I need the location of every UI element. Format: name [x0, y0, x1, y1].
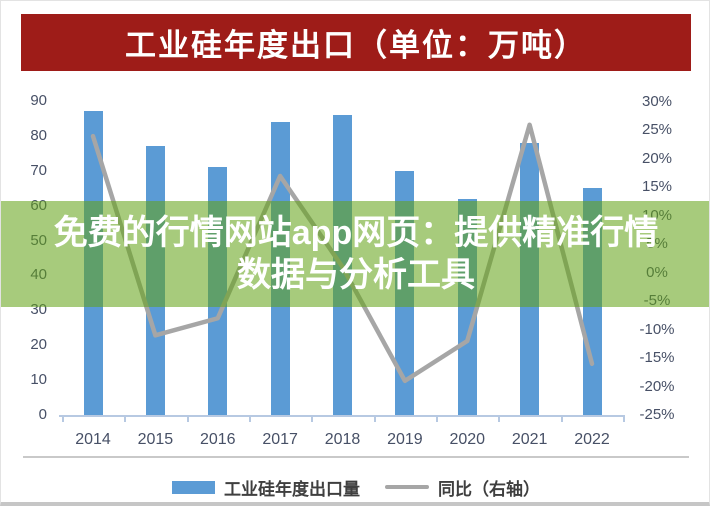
right-axis-tick--15: -15%	[639, 349, 675, 367]
chart-title-banner: 工业硅年度出口（单位：万吨）	[21, 14, 691, 71]
watermark-line1: 免费的行情网站app网页：提供精准行情	[53, 214, 659, 252]
right-axis-tick--20: -20%	[639, 377, 675, 395]
x-axis-label-2016: 2016	[199, 431, 236, 448]
x-axis-tickmark	[61, 415, 64, 422]
left-axis-tick-90: 90	[30, 92, 47, 109]
x-axis-tickmark	[623, 415, 626, 422]
x-axis-label-2014: 2014	[75, 431, 111, 448]
x-axis-label-2021: 2021	[511, 431, 548, 448]
x-axis-tickmark	[373, 415, 376, 422]
right-axis-tick--25: -25%	[639, 406, 675, 423]
left-axis-tick-0: 0	[38, 406, 47, 423]
x-axis-label-2020: 2020	[449, 431, 486, 448]
right-axis-tick-25: 25%	[641, 121, 673, 139]
legend-line-swatch	[385, 485, 429, 489]
left-axis-tick-80: 80	[30, 126, 47, 144]
watermark-line2: 数据与分析工具	[237, 256, 475, 294]
left-axis-tick-10: 10	[30, 371, 47, 389]
right-axis-tick-20: 20%	[641, 149, 673, 167]
legend: 工业硅年度出口量 同比（右轴）	[1, 474, 709, 500]
right-axis-tick--10: -10%	[639, 320, 675, 338]
left-axis-tick-70: 70	[30, 161, 47, 179]
left-axis-tick-20: 20	[30, 336, 47, 354]
x-axis-label-2022: 2022	[574, 431, 610, 448]
x-axis-tickmark	[248, 415, 251, 422]
x-axis-line	[59, 415, 625, 417]
x-axis-tickmark	[498, 415, 501, 422]
x-axis-label-2019: 2019	[387, 431, 423, 448]
bottom-divider	[23, 456, 689, 458]
legend-line-label: 同比（右轴）	[438, 479, 540, 499]
x-axis-label-2018: 2018	[324, 431, 361, 448]
legend-bar-label: 工业硅年度出口量	[224, 479, 360, 499]
legend-bar-swatch	[172, 480, 215, 494]
x-axis-tickmark	[124, 415, 127, 422]
x-axis-label-2017: 2017	[262, 431, 298, 448]
x-axis-tickmark	[560, 415, 563, 422]
watermark-banner: 免费的行情网站app网页：提供精准行情 数据与分析工具	[1, 201, 709, 307]
x-axis-tickmark	[436, 415, 439, 422]
right-axis-tick-15: 15%	[641, 178, 673, 196]
chart-title: 工业硅年度出口（单位：万吨）	[125, 28, 587, 63]
x-axis-tickmark	[186, 415, 189, 422]
right-axis-tick-30: 30%	[641, 93, 673, 110]
x-axis-label-2015: 2015	[137, 431, 174, 448]
x-axis-tickmark	[311, 415, 314, 422]
